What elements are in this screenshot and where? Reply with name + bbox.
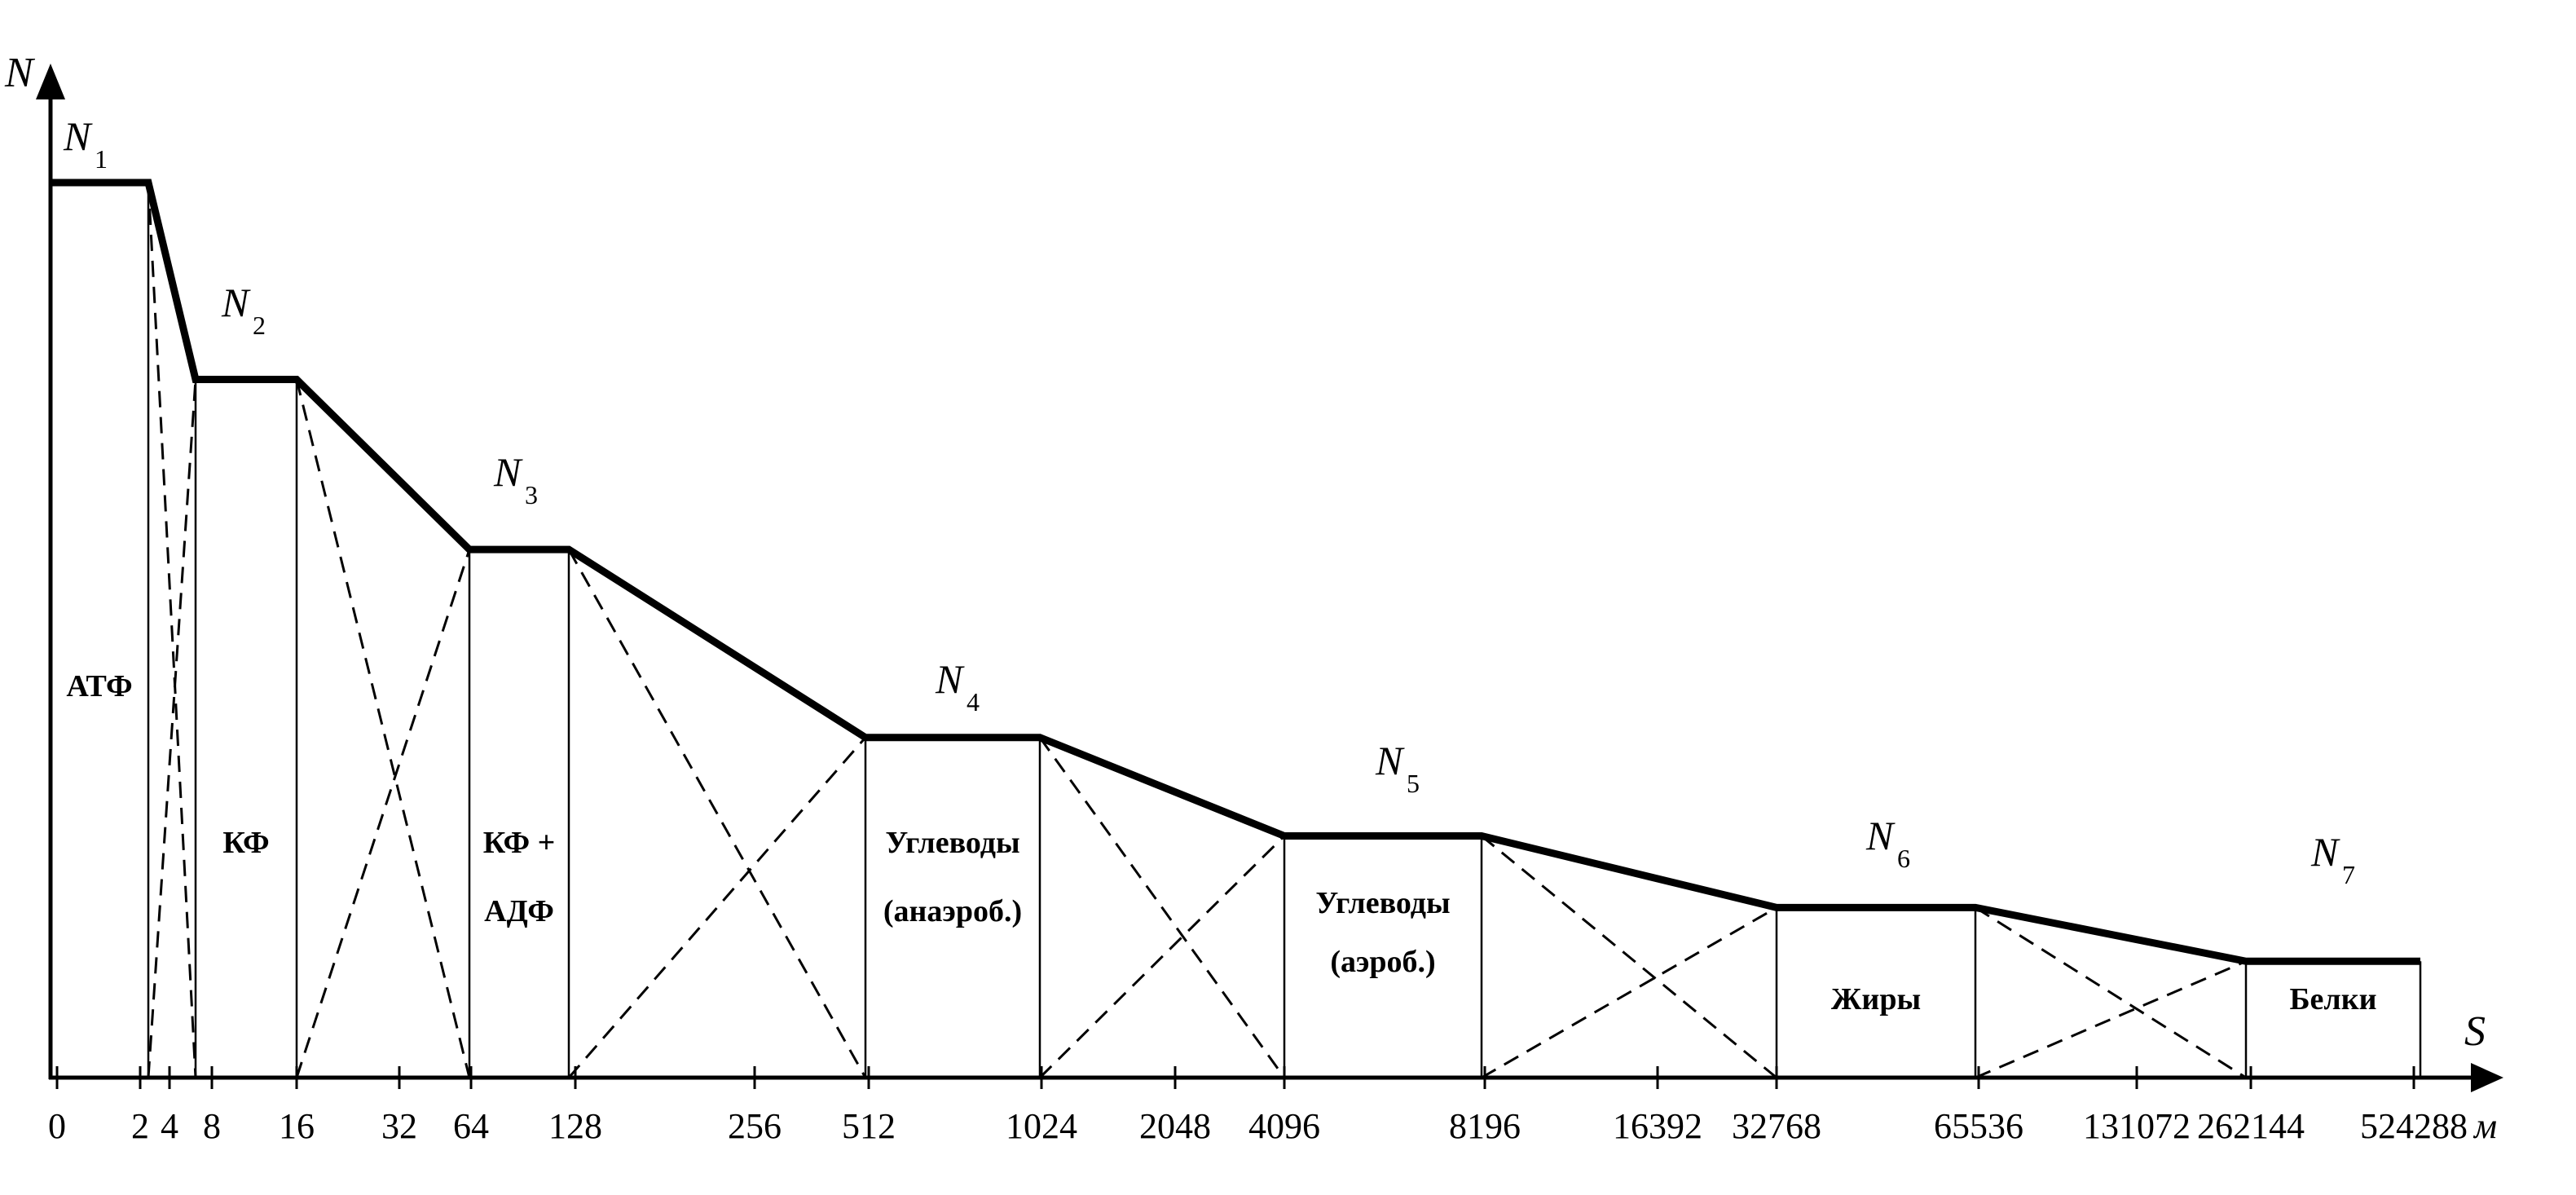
level-label-subscript: 5 — [1407, 769, 1420, 798]
x-tick-label: 16 — [279, 1106, 315, 1146]
level-label: N — [935, 656, 965, 702]
dashed-decline-line — [147, 182, 197, 1078]
x-tick-label: 4 — [161, 1106, 178, 1146]
zone-label: АТФ — [66, 669, 132, 703]
dashed-rise-line — [295, 549, 471, 1078]
y-axis-label: N — [4, 50, 36, 96]
capacity-envelope-line — [51, 179, 2420, 965]
level-label: N — [1375, 738, 1405, 783]
x-tick-label: 256 — [728, 1106, 782, 1146]
x-axis-unit: м — [2473, 1106, 2497, 1146]
zone-label: (аэроб.) — [1330, 945, 1435, 979]
dashed-rise-line — [1975, 959, 2247, 1079]
x-tick-label: 2 — [131, 1106, 149, 1146]
axes: N S м — [4, 50, 2503, 1146]
zone-label: (анаэроб.) — [883, 894, 1022, 928]
x-tick-label: 32 — [381, 1106, 417, 1146]
dashed-decline-line — [567, 549, 867, 1078]
x-tick-label: 8196 — [1449, 1106, 1521, 1146]
zone-label: Углеводы — [885, 826, 1019, 860]
x-tick-label: 128 — [548, 1106, 602, 1146]
zone-label: Углеводы — [1315, 886, 1450, 920]
dashed-decline-line — [295, 379, 471, 1078]
level-label-subscript: 4 — [967, 687, 980, 717]
dashed-rise-line — [1038, 835, 1286, 1079]
x-axis-label: S — [2464, 1008, 2486, 1055]
zone-label: АДФ — [484, 894, 554, 928]
x-tick-label: 65536 — [1934, 1106, 2023, 1146]
dashed-rise-line — [147, 379, 197, 1078]
x-ticks: 0 2 4 8 16 32 64 128 256 512 1024 2048 4096 8196 16392… — [48, 1066, 2468, 1146]
x-tick-label: 1024 — [1006, 1106, 1077, 1146]
x-tick-label: 4096 — [1248, 1106, 1320, 1146]
level-label: N — [493, 449, 523, 495]
x-axis-arrow — [2471, 1063, 2503, 1092]
x-tick-label: 8 — [203, 1106, 221, 1146]
x-tick-label: 16392 — [1613, 1106, 1702, 1146]
zone-label: Жиры — [1831, 982, 1921, 1016]
dashed-decline-line — [1481, 835, 1777, 1079]
level-label-subscript: 1 — [95, 144, 108, 174]
zone-label: Белки — [2289, 982, 2376, 1016]
level-label-subscript: 6 — [1897, 844, 1910, 873]
dashed-decline-line — [1975, 906, 2247, 1079]
transition-dashes — [147, 182, 2247, 1079]
x-tick-label: 2048 — [1139, 1106, 1211, 1146]
zone-labels: АТФ КФ КФ + АДФ Углеводы (анаэроб.) Углеводы (а… — [66, 669, 2376, 1016]
x-tick-label: 524288 — [2360, 1106, 2468, 1146]
x-tick-label: 64 — [453, 1106, 489, 1146]
y-axis-arrow — [36, 64, 65, 99]
x-tick-label: 32768 — [1732, 1106, 1821, 1146]
level-label-subscript: 3 — [525, 480, 538, 509]
zone-label: КФ — [222, 826, 269, 860]
zone-boxes — [49, 183, 2422, 1078]
level-labels: N 1N 2N 3N 4N 5N 6 N 7 — [63, 113, 2355, 889]
x-tick-label: 0 — [48, 1106, 66, 1146]
dashed-rise-line — [567, 736, 867, 1078]
level-label: N — [63, 113, 93, 159]
level-label-subscript: 2 — [253, 311, 266, 340]
level-label: N — [1865, 813, 1896, 858]
x-tick-label: 131072 — [2083, 1106, 2191, 1146]
level-label: N — [221, 280, 251, 325]
x-tick-label: 262144 — [2197, 1106, 2305, 1146]
dashed-decline-line — [1038, 736, 1286, 1078]
dashed-rise-line — [1481, 906, 1777, 1079]
zone-label: КФ + — [483, 826, 556, 860]
level-label-subscript: 7 — [2342, 860, 2355, 889]
level-label: N — [2310, 829, 2340, 875]
x-tick-label: 512 — [842, 1106, 896, 1146]
